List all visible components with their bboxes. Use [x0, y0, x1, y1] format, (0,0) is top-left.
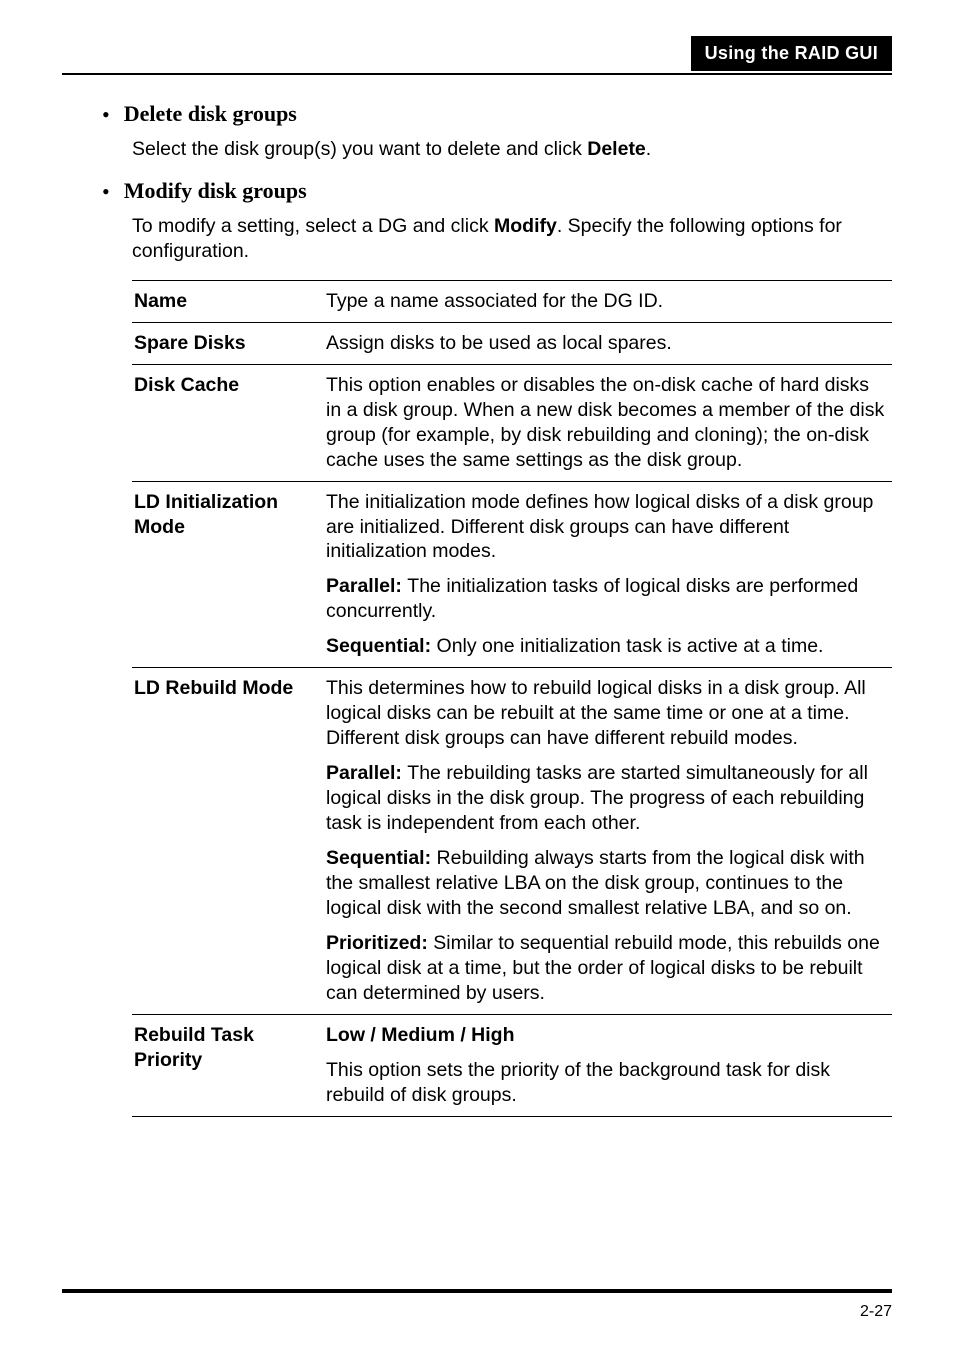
row-sparedisks-desc: Assign disks to be used as local spares.	[324, 322, 892, 364]
row-ldrebuild-desc-b0: This determines how to rebuild logical d…	[326, 677, 866, 749]
row-sparedisks-label: Spare Disks	[132, 322, 324, 364]
row-ldrebuild-desc-b1-key: Parallel:	[326, 762, 407, 784]
footer-rule	[62, 1289, 892, 1293]
section-delete-para: Select the disk group(s) you want to del…	[62, 137, 892, 162]
section-modify-para-seg0: To modify a setting, select a DG and cli…	[132, 215, 494, 237]
section-modify-para: To modify a setting, select a DG and cli…	[62, 214, 892, 264]
row-ldrebuild-label: LD Rebuild Mode	[132, 668, 324, 1014]
row-rebuildprio-desc: Low / Medium / High This option sets the…	[324, 1014, 892, 1116]
table-row: LD Rebuild Mode This determines how to r…	[132, 668, 892, 1014]
page-number: 2-27	[860, 1303, 892, 1321]
row-ldrebuild-desc: This determines how to rebuild logical d…	[324, 668, 892, 1014]
section-delete-para-seg1: Delete	[587, 138, 646, 160]
section-heading-delete-text: Delete disk groups	[124, 101, 297, 127]
row-diskcache-desc: This option enables or disables the on-d…	[324, 364, 892, 481]
row-ldrebuild-desc-b3-key: Prioritized:	[326, 932, 433, 954]
row-ldrebuild-desc-b1-text: The rebuilding tasks are started simulta…	[326, 762, 868, 834]
row-diskcache-label: Disk Cache	[132, 364, 324, 481]
row-rebuildprio-desc-b1: This option sets the priority of the bac…	[326, 1059, 830, 1106]
section-heading-modify: • Modify disk groups	[62, 178, 892, 204]
section-delete-para-seg2: .	[646, 138, 651, 160]
row-ldinit-desc-b1-key: Parallel:	[326, 575, 407, 597]
header-badge: Using the RAID GUI	[691, 36, 892, 71]
table-row: Rebuild Task Priority Low / Medium / Hig…	[132, 1014, 892, 1116]
row-ldinit-desc: The initialization mode defines how logi…	[324, 481, 892, 668]
section-modify-para-seg1: Modify	[494, 215, 557, 237]
header-rule	[62, 73, 892, 75]
table-row: Name Type a name associated for the DG I…	[132, 280, 892, 322]
row-rebuildprio-label: Rebuild Task Priority	[132, 1014, 324, 1116]
bullet-icon: •	[102, 104, 110, 126]
row-rebuildprio-desc-b0: Low / Medium / High	[326, 1024, 515, 1046]
row-ldrebuild-desc-b2-key: Sequential:	[326, 847, 437, 869]
row-name-desc: Type a name associated for the DG ID.	[324, 280, 892, 322]
section-delete-para-seg0: Select the disk group(s) you want to del…	[132, 138, 587, 160]
bullet-icon: •	[102, 181, 110, 203]
row-ldinit-label: LD Initialization Mode	[132, 481, 324, 668]
options-table: Name Type a name associated for the DG I…	[132, 280, 892, 1117]
row-sparedisks-desc-text: Assign disks to be used as local spares.	[326, 332, 672, 354]
table-row: LD Initialization Mode The initializatio…	[132, 481, 892, 668]
section-heading-modify-text: Modify disk groups	[124, 178, 307, 204]
row-name-desc-text: Type a name associated for the DG ID.	[326, 290, 663, 312]
section-heading-delete: • Delete disk groups	[62, 101, 892, 127]
header-row: Using the RAID GUI	[62, 36, 892, 71]
row-ldinit-desc-b0: The initialization mode defines how logi…	[326, 491, 873, 563]
row-ldinit-desc-b2-text: Only one initialization task is active a…	[437, 635, 824, 657]
table-row: Spare Disks Assign disks to be used as l…	[132, 322, 892, 364]
table-row: Disk Cache This option enables or disabl…	[132, 364, 892, 481]
row-name-label: Name	[132, 280, 324, 322]
row-diskcache-desc-text: This option enables or disables the on-d…	[326, 374, 884, 471]
page-root: Using the RAID GUI • Delete disk groups …	[0, 0, 954, 1351]
row-ldinit-desc-b2-key: Sequential:	[326, 635, 437, 657]
